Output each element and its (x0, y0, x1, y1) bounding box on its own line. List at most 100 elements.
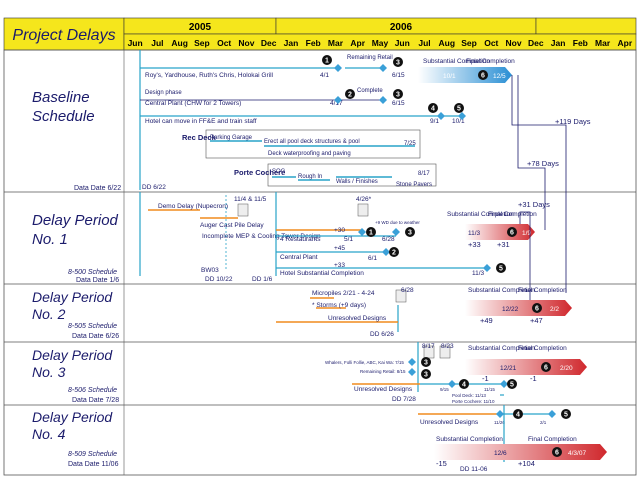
month-label: Oct (217, 38, 231, 48)
date-label: 12/22 (502, 306, 519, 313)
milestone-number-circle (507, 227, 517, 237)
milestone-diamond (448, 380, 456, 388)
month-label: Nov (506, 38, 522, 48)
date-label: 1/9 (522, 230, 531, 237)
month-label: Dec (261, 38, 277, 48)
section-title: Delay Period (32, 347, 113, 363)
milestone-diamond (358, 228, 366, 236)
milestone-number-circle (428, 103, 438, 113)
milestone-markers: 1 3 2 3 4 5 6 1 3 2 5 6 6 3 3 4 5 6 4 5 6 (322, 55, 571, 457)
date-label: 6/15 (392, 72, 405, 79)
month-label: Apr (618, 38, 633, 48)
milestone-number-circle (345, 89, 355, 99)
milestone-diamond (458, 112, 466, 120)
dp2-completion-bar (465, 300, 572, 316)
milestone-number-circle (393, 57, 403, 67)
delay-days-label: -1 (482, 374, 489, 383)
activity-label: 4 Restaurants (280, 236, 321, 243)
delay-days-label: +33 (334, 262, 345, 269)
milestone-number-circle (393, 89, 403, 99)
data-date: Data Date 11/06 (68, 461, 119, 468)
activity-label: Central Plant (280, 254, 318, 261)
section-title: Delay Period (32, 212, 119, 229)
year-label-2005: 2005 (189, 22, 212, 33)
date-label: 12/21 (500, 365, 517, 372)
date-label: 8/17 (422, 343, 435, 350)
date-label: 11/3 (472, 270, 485, 277)
group-label: Rec Deck (182, 133, 217, 142)
section-title: Schedule (32, 108, 95, 125)
activity-label: Stone Pavers (396, 182, 432, 188)
data-date-label: DD 7/28 (392, 396, 416, 403)
milestone-number: 6 (555, 450, 559, 457)
year-cell-2007 (535, 17, 637, 35)
month-label: May (372, 38, 389, 48)
month-label: Jun (128, 38, 143, 48)
dp1-completion-bar (465, 224, 535, 240)
milestone-number-circle (405, 227, 415, 237)
dp4-completion-bar (434, 444, 607, 460)
date-label: 10/1 (452, 118, 465, 125)
milestone-label: Final Completion (518, 345, 567, 352)
title-box (3, 17, 125, 51)
activity-label: Roy's, Yardhouse, Ruth's Chris, Holokai … (145, 72, 274, 79)
delay-connector (519, 211, 531, 300)
month-label: Aug (439, 38, 456, 48)
chart-title: Project Delays (12, 27, 115, 44)
milestone-number-circle (513, 409, 523, 419)
activity-label: Complete (357, 88, 383, 94)
month-label: Nov (238, 38, 254, 48)
activity-label: Central Plant (CHW for 2 Towers) (145, 100, 241, 107)
milestone-number: 5 (499, 266, 503, 273)
milestone-number: 6 (544, 365, 548, 372)
date-label: 12/6 (494, 450, 507, 457)
milestone-label: Substantial Completion (468, 345, 535, 352)
delay-label: Demo Delay (Nupecron) (158, 203, 228, 210)
milestone-number: 1 (369, 230, 373, 237)
section-dp3: Delay Period No. 3 8-506 Schedule Data D… (32, 347, 119, 404)
delay-days-label: +47 (530, 316, 543, 325)
delay-days-label: +30 (334, 227, 345, 234)
milestone-label: Final Completion (518, 287, 567, 294)
milestone-number: 3 (424, 372, 428, 379)
dp3-content: 8/17 8/23 Whalers, Folli Follie, ABC, Ka… (325, 342, 587, 404)
activity-label: Erect all pool deck structures & pool (264, 139, 360, 145)
milestone-number: 5 (457, 106, 461, 113)
section-title: No. 2 (32, 306, 66, 322)
baseline-completion-bar (418, 67, 512, 83)
schedule-label: 8-509 Schedule (68, 451, 117, 458)
section-title: Delay Period (32, 409, 113, 425)
milestone-diamond (334, 64, 342, 72)
document-icon (357, 203, 369, 217)
milestone-number-circle (552, 447, 562, 457)
delay-days-label: +119 Days (555, 117, 591, 126)
date-label: 11/4 & 11/5 (234, 196, 267, 203)
date-label: 12/5 (493, 73, 506, 80)
activity-label: SOG (272, 169, 286, 175)
milestone-number: 4 (462, 382, 466, 389)
data-date-label: DD 10/22 (205, 276, 233, 283)
section-dp1: Delay Period No. 1 8-500 Schedule Data D… (32, 212, 119, 284)
activity-label: Rough In (298, 174, 322, 180)
date-label: 5/1 (344, 236, 353, 243)
date-label: 2/20 (560, 365, 573, 372)
milestone-number-circle (389, 247, 399, 257)
milestone-number: 6 (481, 73, 485, 80)
milestone-number-circle (496, 263, 506, 273)
section-title: No. 1 (32, 231, 68, 248)
chart-frame (3, 49, 637, 476)
delay-label: Auger Cast Pile Delay (200, 222, 264, 229)
dp1-content: Demo Delay (Nupecron) Auger Cast Pile De… (139, 192, 550, 300)
data-date: Data Date 6/22 (74, 185, 121, 192)
milestone-number: 6 (535, 306, 539, 313)
note-label: +9 WD due to weather (375, 220, 420, 225)
milestone-number: 5 (510, 382, 514, 389)
date-label: 6/28 (401, 287, 414, 294)
milestone-diamond (408, 358, 416, 366)
delay-days-label: -15 (436, 459, 447, 468)
milestone-number-circle (454, 103, 464, 113)
month-label: Apr (350, 38, 365, 48)
milestone-number-circle (421, 357, 431, 367)
schedule-label: 8-500 Schedule (68, 269, 117, 276)
data-date-label: DD 6/22 (142, 184, 166, 191)
